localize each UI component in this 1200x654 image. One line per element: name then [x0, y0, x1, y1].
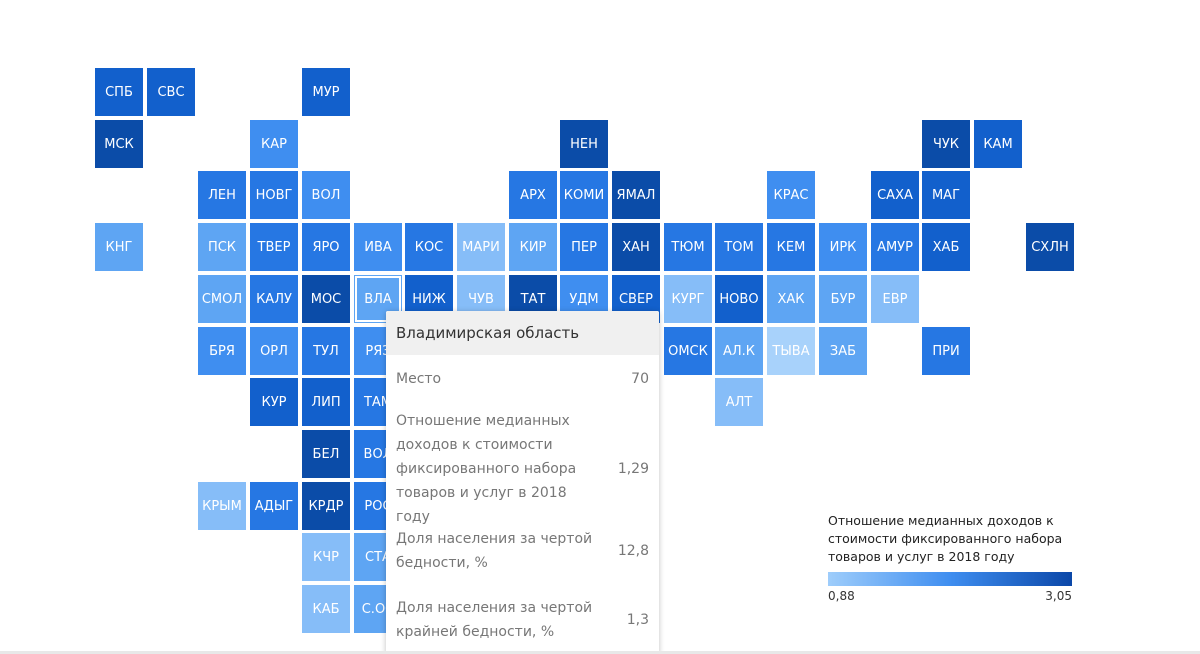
- region-tile[interactable]: ПРИ: [922, 327, 970, 375]
- region-tile[interactable]: МУР: [302, 68, 350, 116]
- region-tile[interactable]: КЧР: [302, 533, 350, 581]
- legend-gradient-bar: [828, 572, 1072, 586]
- region-tile[interactable]: БЕЛ: [302, 430, 350, 478]
- tooltip-row-value: 1,29: [617, 461, 649, 477]
- region-tile[interactable]: БРЯ: [198, 327, 246, 375]
- region-tile[interactable]: ТЮМ: [664, 223, 712, 271]
- region-tile[interactable]: КАБ: [302, 585, 350, 633]
- region-tile[interactable]: ТУЛ: [302, 327, 350, 375]
- region-tile[interactable]: КОС: [405, 223, 453, 271]
- region-tile[interactable]: АДЫГ: [250, 482, 298, 530]
- region-tile[interactable]: ТЫВА: [767, 327, 815, 375]
- tooltip-row-rank: Место 70: [396, 367, 649, 391]
- region-tile[interactable]: ВОЛ: [302, 171, 350, 219]
- region-tile[interactable]: КАМ: [974, 120, 1022, 168]
- region-tile[interactable]: КЕМ: [767, 223, 815, 271]
- region-tile[interactable]: ЧУК: [922, 120, 970, 168]
- region-tile[interactable]: КРЫМ: [198, 482, 246, 530]
- tooltip-title: Владимирская область: [386, 311, 659, 355]
- region-tile[interactable]: КАР: [250, 120, 298, 168]
- region-tile[interactable]: НЕН: [560, 120, 608, 168]
- region-tile[interactable]: КИР: [509, 223, 557, 271]
- bottom-divider: [0, 651, 1200, 654]
- region-tile[interactable]: СПБ: [95, 68, 143, 116]
- tooltip-row-extreme-poverty: Доля населения за чертой крайней бедност…: [396, 596, 649, 644]
- region-tile[interactable]: ЕВР: [871, 275, 919, 323]
- region-tile[interactable]: ОРЛ: [250, 327, 298, 375]
- region-tile[interactable]: АЛТ: [715, 378, 763, 426]
- tooltip-row-value: 1,3: [626, 612, 649, 628]
- region-tile[interactable]: КНГ: [95, 223, 143, 271]
- region-tile[interactable]: ИРК: [819, 223, 867, 271]
- region-tile[interactable]: КРАС: [767, 171, 815, 219]
- region-tile[interactable]: КОМИ: [560, 171, 608, 219]
- region-tooltip: Владимирская область Место 70 Отношение …: [386, 311, 659, 654]
- tooltip-row-label: Доля населения за чертой бедности, %: [396, 531, 593, 571]
- region-tile[interactable]: АМУР: [871, 223, 919, 271]
- tooltip-row-label: Доля населения за чертой крайней бедност…: [396, 600, 593, 640]
- tooltip-row-value: 12,8: [617, 543, 649, 559]
- region-tile[interactable]: СВС: [147, 68, 195, 116]
- region-tile[interactable]: ТОМ: [715, 223, 763, 271]
- legend-max: 3,05: [1045, 589, 1072, 603]
- tooltip-row-value: 70: [631, 371, 649, 387]
- region-tile[interactable]: ПЕР: [560, 223, 608, 271]
- region-tile[interactable]: НОВО: [715, 275, 763, 323]
- region-tile[interactable]: НОВГ: [250, 171, 298, 219]
- region-tile[interactable]: АРХ: [509, 171, 557, 219]
- region-tile[interactable]: КУР: [250, 378, 298, 426]
- region-tile[interactable]: ИВА: [354, 223, 402, 271]
- region-tile[interactable]: МАГ: [922, 171, 970, 219]
- tooltip-row-label: Место: [396, 371, 442, 387]
- legend-ticks: 0,88 3,05: [828, 589, 1072, 603]
- legend-min: 0,88: [828, 589, 855, 603]
- region-tile[interactable]: ХАБ: [922, 223, 970, 271]
- region-tile[interactable]: МСК: [95, 120, 143, 168]
- color-legend: Отношение медианных доходов к стоимости …: [828, 512, 1078, 603]
- region-tile[interactable]: СХЛН: [1026, 223, 1074, 271]
- region-tile[interactable]: КРДР: [302, 482, 350, 530]
- region-tile[interactable]: ТВЕР: [250, 223, 298, 271]
- region-tile[interactable]: ЯРО: [302, 223, 350, 271]
- region-tile[interactable]: АЛ.К: [715, 327, 763, 375]
- region-tile[interactable]: КУРГ: [664, 275, 712, 323]
- region-tile[interactable]: МОС: [302, 275, 350, 323]
- region-tile[interactable]: КАЛУ: [250, 275, 298, 323]
- region-tile[interactable]: ХАК: [767, 275, 815, 323]
- region-tile[interactable]: САХА: [871, 171, 919, 219]
- region-tile[interactable]: ЛЕН: [198, 171, 246, 219]
- tooltip-row-label: Отношение медианных доходов к стоимости …: [396, 413, 577, 525]
- tooltip-row-income-ratio: Отношение медианных доходов к стоимости …: [396, 409, 649, 529]
- region-tile[interactable]: ЗАБ: [819, 327, 867, 375]
- region-tile[interactable]: БУР: [819, 275, 867, 323]
- region-tile[interactable]: ПСК: [198, 223, 246, 271]
- region-tile[interactable]: ОМСК: [664, 327, 712, 375]
- region-tile[interactable]: МАРИ: [457, 223, 505, 271]
- region-tile[interactable]: СМОЛ: [198, 275, 246, 323]
- region-tile[interactable]: ЛИП: [302, 378, 350, 426]
- region-tile[interactable]: ХАН: [612, 223, 660, 271]
- tooltip-row-poverty: Доля населения за чертой бедности, % 12,…: [396, 527, 649, 575]
- legend-title: Отношение медианных доходов к стоимости …: [828, 513, 1063, 564]
- region-tile[interactable]: ЯМАЛ: [612, 171, 660, 219]
